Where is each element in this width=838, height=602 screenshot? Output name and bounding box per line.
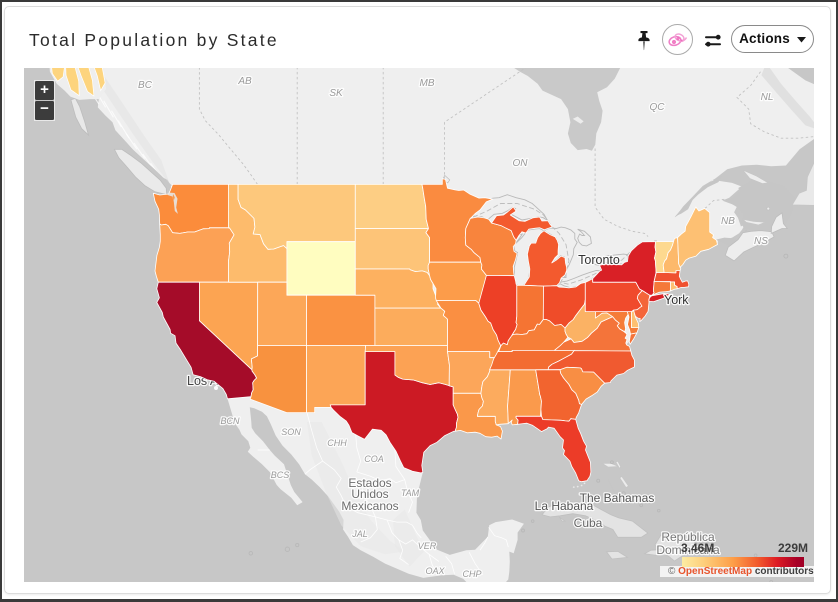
svg-text:JAL: JAL — [351, 529, 368, 539]
svg-text:Estados: Estados — [348, 476, 391, 490]
svg-text:Toronto: Toronto — [578, 253, 620, 267]
svg-text:NS: NS — [754, 236, 768, 247]
svg-text:NL: NL — [761, 92, 774, 103]
svg-text:Cuba: Cuba — [574, 516, 603, 530]
svg-text:Mexicanos: Mexicanos — [341, 499, 398, 513]
svg-text:TAM: TAM — [401, 488, 420, 498]
svg-text:SON: SON — [281, 427, 301, 437]
svg-text:BCS: BCS — [271, 470, 290, 480]
svg-text:The Bahamas: The Bahamas — [580, 491, 655, 505]
svg-text:SK: SK — [329, 88, 344, 99]
svg-text:CHP: CHP — [462, 569, 481, 579]
svg-text:La Habana: La Habana — [535, 499, 594, 513]
svg-text:York: York — [664, 293, 689, 307]
svg-text:Toronto: Toronto — [578, 253, 620, 267]
svg-text:VER: VER — [418, 541, 437, 551]
svg-text:BCN: BCN — [220, 416, 240, 426]
svg-text:NL: NL — [761, 92, 774, 103]
svg-text:OAX: OAX — [425, 566, 445, 576]
svg-text:ON: ON — [513, 158, 529, 169]
svg-text:VER: VER — [418, 541, 437, 551]
svg-text:MB: MB — [420, 78, 435, 89]
svg-text:OAX: OAX — [425, 566, 445, 576]
svg-text:BCS: BCS — [271, 470, 290, 480]
svg-text:CHP: CHP — [462, 569, 481, 579]
svg-text:NB: NB — [721, 216, 735, 227]
svg-text:CHH: CHH — [327, 438, 347, 448]
svg-text:BCN: BCN — [220, 416, 240, 426]
svg-text:NS: NS — [754, 236, 768, 247]
svg-text:QC: QC — [650, 102, 666, 113]
svg-text:MB: MB — [420, 78, 435, 89]
svg-text:CHH: CHH — [327, 438, 347, 448]
svg-text:QC: QC — [650, 102, 666, 113]
svg-text:SK: SK — [329, 88, 344, 99]
svg-text:República: República — [661, 530, 715, 544]
svg-text:República: República — [661, 530, 715, 544]
svg-text:Dominicana: Dominicana — [656, 543, 720, 557]
svg-text:Unidos: Unidos — [351, 487, 388, 501]
svg-text:SON: SON — [281, 427, 301, 437]
svg-text:JAL: JAL — [351, 529, 368, 539]
svg-text:Cuba: Cuba — [574, 516, 603, 530]
svg-text:BC: BC — [138, 80, 153, 91]
svg-text:York: York — [664, 293, 689, 307]
svg-text:BC: BC — [138, 80, 153, 91]
svg-text:AB: AB — [237, 76, 252, 87]
svg-text:AB: AB — [237, 76, 252, 87]
svg-text:COA: COA — [364, 454, 384, 464]
svg-text:Estados: Estados — [348, 476, 391, 490]
svg-text:ON: ON — [513, 158, 529, 169]
svg-text:Dominicana: Dominicana — [656, 543, 720, 557]
svg-text:COA: COA — [364, 454, 384, 464]
svg-text:Mexicanos: Mexicanos — [341, 499, 398, 513]
svg-text:NB: NB — [721, 216, 735, 227]
svg-text:TAM: TAM — [401, 488, 420, 498]
svg-text:The Bahamas: The Bahamas — [580, 491, 655, 505]
svg-text:Unidos: Unidos — [351, 487, 388, 501]
svg-text:La Habana: La Habana — [535, 499, 594, 513]
